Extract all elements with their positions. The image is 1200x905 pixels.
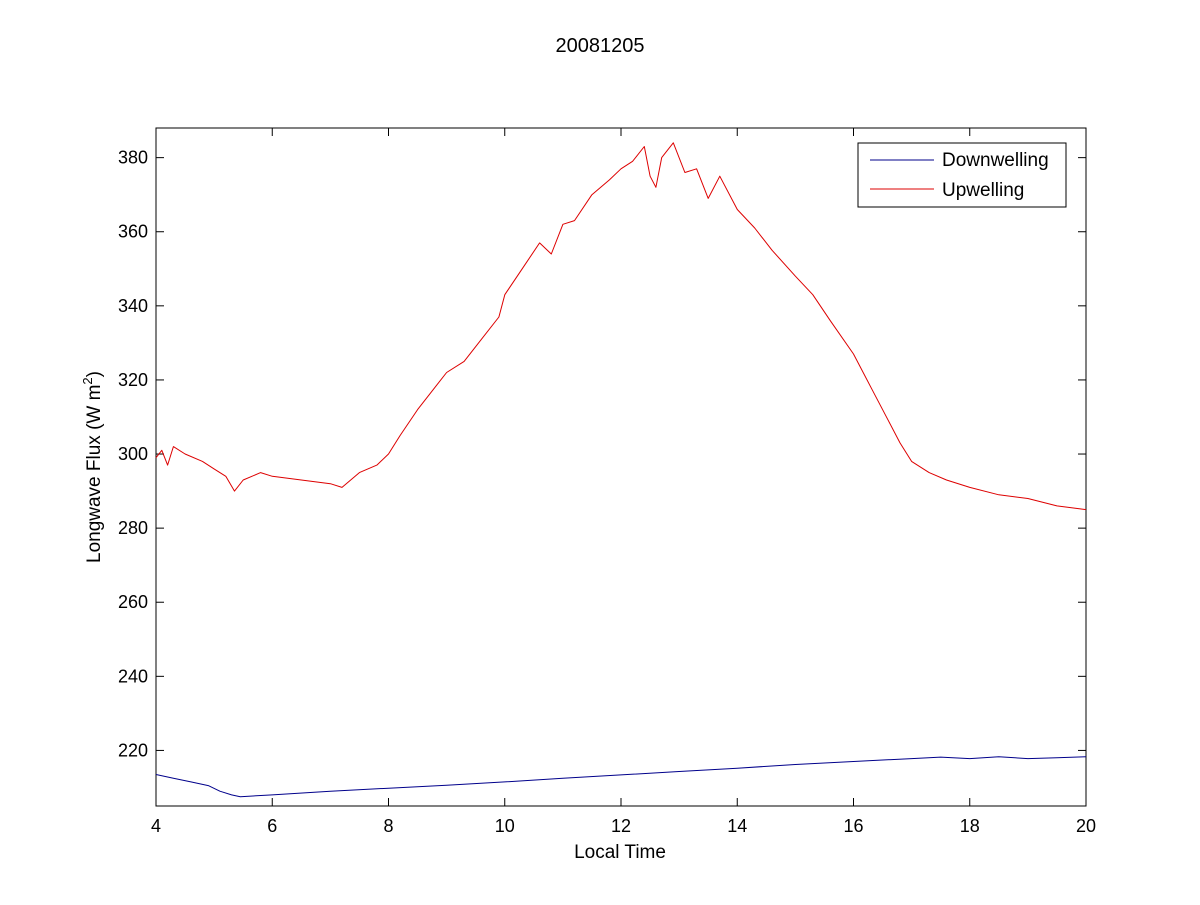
y-tick-label: 320: [118, 370, 148, 390]
x-tick-label: 4: [151, 816, 161, 836]
legend-label-upwelling: Upwelling: [942, 180, 1024, 201]
legend-box: [857, 142, 1067, 208]
x-tick-label: 6: [267, 816, 277, 836]
x-tick-label: 20: [1076, 816, 1096, 836]
y-tick-label: 380: [118, 148, 148, 168]
x-tick-label: 8: [383, 816, 393, 836]
series-line-upwelling: [155, 142, 1087, 511]
chart-title: 20081205: [556, 35, 645, 57]
series-lines: [155, 142, 1087, 798]
y-tick-label: 360: [118, 222, 148, 242]
x-tick-label: 14: [727, 816, 747, 836]
x-tick-label: 18: [960, 816, 980, 836]
y-axis-label-close: ): [84, 371, 105, 377]
y-tick-label: 340: [118, 296, 148, 316]
plot-area-frame: [155, 127, 1087, 807]
y-tick-label: 260: [118, 592, 148, 612]
x-tick-label: 12: [611, 816, 631, 836]
x-tick-label: 10: [495, 816, 515, 836]
y-axis-label-superscript: 2: [80, 377, 95, 384]
y-tick-label: 300: [118, 444, 148, 464]
x-axis-label: Local Time: [574, 842, 666, 863]
y-tick-label: 280: [118, 518, 148, 538]
y-axis-label-main: Longwave Flux (W m: [84, 385, 105, 563]
legend-label-downwelling: Downwelling: [942, 150, 1049, 171]
x-tick-label: 16: [843, 816, 863, 836]
axis-ticks: 4 6 8 10 12 14 16 18 20 220 240 260 280 300 320 340 360 3…: [118, 128, 1096, 836]
y-tick-label: 220: [118, 740, 148, 760]
series-line-downwelling: [155, 756, 1087, 798]
legend: Downwelling Upwelling: [857, 142, 1067, 208]
y-axis-label: Longwave Flux (W m2): [80, 371, 105, 563]
y-tick-label: 240: [118, 666, 148, 686]
